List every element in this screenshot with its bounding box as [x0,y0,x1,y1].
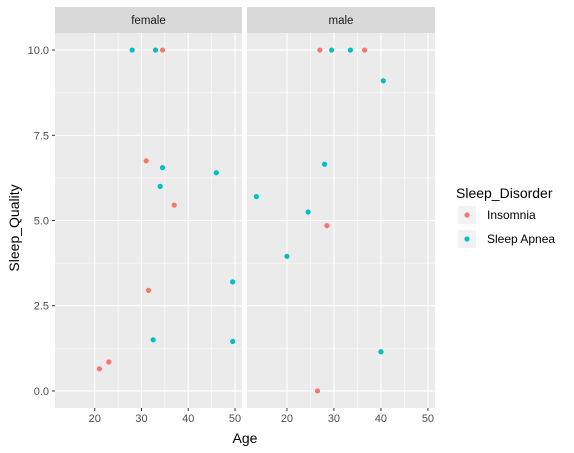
data-point [329,47,335,53]
data-point [317,47,323,53]
data-point [321,161,328,167]
x-tick-label: 40 [182,413,194,425]
data-point [361,47,368,53]
data-point [284,253,290,259]
data-point [96,366,103,372]
legend-item-insomnia: Insomnia [458,206,536,224]
data-point [159,165,166,171]
data-point [152,47,159,53]
data-point [145,287,152,293]
data-point [171,202,177,208]
facet-strip [247,7,435,33]
y-tick-label: 7.5 [34,130,49,142]
data-point [129,47,135,53]
y-tick-label: 0.0 [34,386,49,398]
data-point [106,359,112,365]
facet-strip-label: male [329,15,354,27]
x-tick-label: 40 [375,413,387,425]
data-point [157,183,163,190]
data-point [150,337,156,343]
legend-label-insomnia: Insomnia [487,208,536,222]
x-tick-label: 50 [422,413,434,425]
data-point [253,194,259,200]
y-tick-label: 10.0 [28,45,49,57]
data-point [213,170,219,176]
y-tick-label: 2.5 [34,301,49,313]
x-tick-label: 30 [135,413,147,425]
data-point [143,158,149,164]
data-point [230,279,236,285]
legend: Sleep_Disorder Insomnia Sleep Apnea [456,185,555,248]
data-point [378,349,384,355]
facet-panel-female: female 20 30 40 50 0.0 2.5 5.0 7.5 10.0 [28,7,242,425]
legend-marker-insomnia [464,212,470,218]
data-point [324,223,330,229]
legend-marker-sleep-apnea [464,236,470,242]
x-tick-label: 20 [89,413,101,425]
data-point [230,338,236,345]
x-tick-label: 50 [229,413,241,425]
facet-strip [55,7,242,33]
legend-label-sleep-apnea: Sleep Apnea [487,232,555,246]
data-point [347,47,353,53]
x-tick-label: 30 [328,413,340,425]
data-point [305,209,311,215]
facet-panel-male: male 20 30 40 50 [247,7,435,425]
legend-item-sleep-apnea: Sleep Apnea [458,230,555,248]
y-axis-title: Sleep_Quality [6,184,22,271]
facet-strip-label: female [131,15,166,27]
data-point [380,78,386,84]
legend-title: Sleep_Disorder [456,185,553,201]
y-tick-label: 5.0 [34,216,49,228]
x-tick-label: 20 [281,413,293,425]
data-point [159,47,166,53]
data-point [314,388,321,394]
x-axis-title: Age [233,430,258,446]
